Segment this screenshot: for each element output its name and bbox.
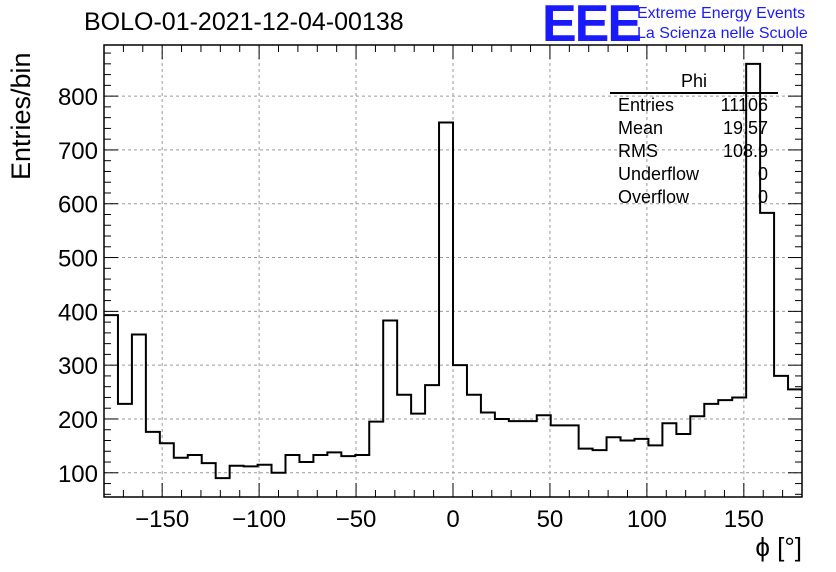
x-tick-label: 0 <box>446 506 459 533</box>
stat-rms: RMS 108.9 <box>610 140 778 163</box>
x-tick-label: 100 <box>627 506 667 533</box>
y-tick-label: 700 <box>58 138 98 165</box>
y-tick-label: 800 <box>58 84 98 111</box>
stat-label: Overflow <box>618 187 690 207</box>
stat-label: Underflow <box>618 164 700 184</box>
stat-value: 0 <box>757 187 768 207</box>
x-tick-label: −100 <box>232 506 286 533</box>
x-tick-label: −150 <box>135 506 189 533</box>
x-tick-label: 50 <box>537 506 564 533</box>
stat-mean: Mean 19.57 <box>610 117 778 140</box>
stat-value: 11106 <box>720 95 768 115</box>
y-tick-label: 200 <box>58 407 98 434</box>
eee-logo: EEE <box>542 0 642 53</box>
stat-overflow: Overflow 0 <box>610 186 778 209</box>
logo-line-1: Extreme Energy Events <box>637 5 806 22</box>
y-tick-label: 100 <box>58 461 98 488</box>
y-tick-label: 300 <box>58 353 98 380</box>
stat-label: RMS <box>618 141 658 161</box>
y-tick-label: 500 <box>58 246 98 273</box>
stat-label: Entries <box>618 95 675 115</box>
logo-line-2: La Scienza nelle Scuole <box>637 25 808 42</box>
stat-underflow: Underflow 0 <box>610 163 778 186</box>
stats-box: Phi Entries 11106 Mean 19.57 RMS 108.9 Unde… <box>610 70 778 209</box>
chart-title: BOLO-01-2021-12-04-00138 <box>84 8 404 36</box>
x-tick-label: 150 <box>724 506 764 533</box>
stats-title: Phi <box>610 70 778 94</box>
x-tick-label: −50 <box>336 506 377 533</box>
histogram-line <box>104 62 802 480</box>
x-axis-label: ϕ [°] <box>755 532 802 562</box>
y-tick-label: 400 <box>58 299 98 326</box>
stat-entries: Entries 11106 <box>610 94 778 117</box>
stat-value: 0 <box>757 164 768 184</box>
stat-value: 108.9 <box>722 141 768 161</box>
stat-value: 19.57 <box>722 118 768 138</box>
logo-caption: Extreme Energy Events La Scienza nelle S… <box>637 4 808 44</box>
y-tick-label: 600 <box>58 192 98 219</box>
stat-label: Mean <box>618 118 664 138</box>
